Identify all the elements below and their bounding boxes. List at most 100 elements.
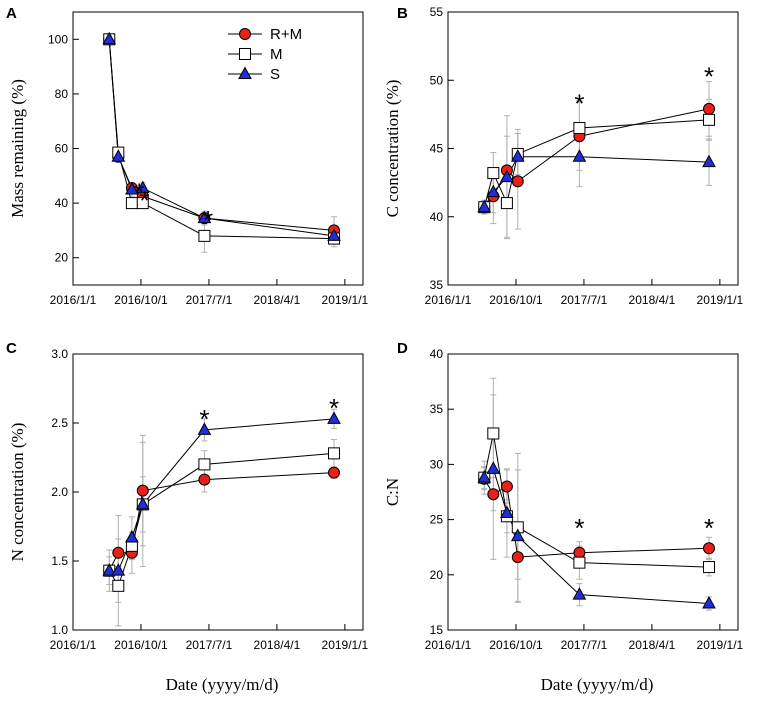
y-axis-title: C:N	[383, 478, 402, 506]
data-point-m	[500, 197, 513, 210]
y-tick-label: 60	[55, 142, 69, 156]
data-point-s	[327, 228, 341, 241]
data-point-s	[477, 199, 492, 213]
y-tick-label: 15	[430, 623, 444, 637]
data-point-m	[573, 556, 586, 569]
data-point-s	[572, 587, 587, 600]
data-point-r-m	[703, 542, 715, 555]
legend-label: S	[270, 66, 280, 83]
y-tick-label: 80	[55, 87, 69, 101]
y-tick-label: 2.5	[51, 416, 68, 430]
significance-marker: *	[329, 393, 339, 423]
data-point-r-m	[573, 546, 586, 559]
significance-marker: *	[140, 186, 150, 216]
data-point-s	[238, 66, 252, 79]
x-tick-label: 2016/10/1	[489, 293, 543, 307]
data-point-m	[198, 458, 211, 471]
data-point-m	[487, 167, 500, 180]
data-point-m	[112, 579, 125, 592]
y-tick-label: 40	[430, 347, 444, 361]
legend-label: M	[270, 46, 283, 63]
data-point-s	[572, 149, 587, 162]
significance-marker: *	[574, 513, 584, 543]
significance-marker: *	[704, 513, 714, 543]
y-tick-label: 3.0	[51, 347, 68, 361]
data-point-s	[486, 461, 501, 474]
data-point-m	[703, 113, 715, 126]
x-tick-label: 2018/4/1	[254, 293, 301, 307]
y-tick-label: 35	[430, 402, 444, 416]
data-point-m	[136, 197, 149, 210]
data-point-s	[111, 563, 126, 576]
data-point-m	[198, 229, 211, 242]
y-tick-label: 30	[430, 457, 444, 471]
panel-label: D	[397, 340, 408, 357]
x-tick-label: 2017/7/1	[186, 293, 233, 307]
data-point-s	[510, 528, 525, 542]
x-tick-label: 2016/1/1	[425, 293, 472, 307]
y-tick-label: 25	[430, 513, 444, 527]
plot-frame	[447, 11, 739, 286]
x-tick-label: 2016/1/1	[50, 293, 97, 307]
data-point-s	[702, 154, 716, 168]
y-tick-label: 45	[430, 142, 444, 156]
data-point-s	[486, 184, 501, 198]
y-tick-label: 100	[48, 32, 68, 46]
significance-marker: *	[199, 404, 209, 434]
panel-label: B	[397, 5, 408, 22]
data-point-r-m	[198, 473, 211, 486]
x-tick-label: 2018/4/1	[629, 638, 676, 652]
x-tick-label: 2016/10/1	[489, 638, 543, 652]
data-point-r-m	[136, 484, 149, 497]
data-point-r-m	[112, 546, 125, 559]
x-tick-label: 2018/4/1	[254, 638, 301, 652]
y-axis-title: Mass remaining (%)	[8, 79, 27, 218]
data-point-r-m	[511, 175, 524, 188]
data-point-s	[510, 149, 525, 162]
legend: R+M MS	[228, 26, 302, 83]
data-point-r-m	[500, 480, 513, 493]
data-point-m	[239, 48, 251, 60]
x-tick-label: 2016/1/1	[425, 638, 472, 652]
data-point-s	[125, 529, 139, 543]
x-axis-title: Date (yyyy/m/d)	[166, 675, 279, 694]
panel-c: 1.0 1.5 2.0 2.5 3.0 2016/1/1 2016/10/1 2017/7/1…	[6, 340, 369, 694]
y-tick-label: 40	[430, 210, 444, 224]
data-point-m	[573, 122, 586, 135]
y-tick-label: 1.5	[51, 554, 68, 568]
data-point-s	[477, 470, 492, 483]
data-point-s	[327, 411, 341, 424]
panel-a: 20 40 60 80 100 2016/1/1 2016/10/1 2017/7/1 2018…	[6, 5, 369, 307]
y-tick-label: 35	[430, 278, 444, 292]
data-point-r-m	[511, 551, 524, 564]
x-axis-title: Date (yyyy/m/d)	[541, 675, 654, 694]
significance-marker: *	[704, 61, 714, 91]
x-tick-label: 2019/1/1	[697, 638, 744, 652]
data-point-r-m	[328, 466, 340, 479]
data-point-s	[135, 180, 150, 194]
y-tick-label: 55	[430, 5, 444, 19]
x-tick-label: 2016/10/1	[114, 638, 168, 652]
legend-label: R+M	[270, 26, 302, 43]
data-point-s	[197, 210, 212, 224]
significance-marker: *	[203, 205, 213, 235]
y-tick-label: 20	[55, 251, 69, 265]
data-point-r-m	[239, 28, 251, 40]
x-tick-label: 2019/1/1	[322, 638, 369, 652]
plot-frame	[447, 353, 739, 631]
data-point-s	[111, 149, 126, 162]
y-tick-label: 20	[430, 568, 444, 582]
significance-marker: *	[574, 89, 584, 119]
data-point-s	[500, 505, 514, 518]
y-axis-title: C concentration (%)	[383, 80, 402, 218]
y-axis-title: N concentration (%)	[8, 423, 27, 562]
panel-label: A	[6, 5, 17, 22]
x-tick-label: 2017/7/1	[561, 638, 608, 652]
x-tick-label: 2019/1/1	[697, 293, 744, 307]
data-point-m	[328, 447, 340, 460]
y-tick-label: 40	[55, 196, 69, 210]
data-point-s	[102, 563, 117, 576]
significance-marker: *	[134, 177, 144, 207]
data-point-s	[702, 595, 716, 609]
